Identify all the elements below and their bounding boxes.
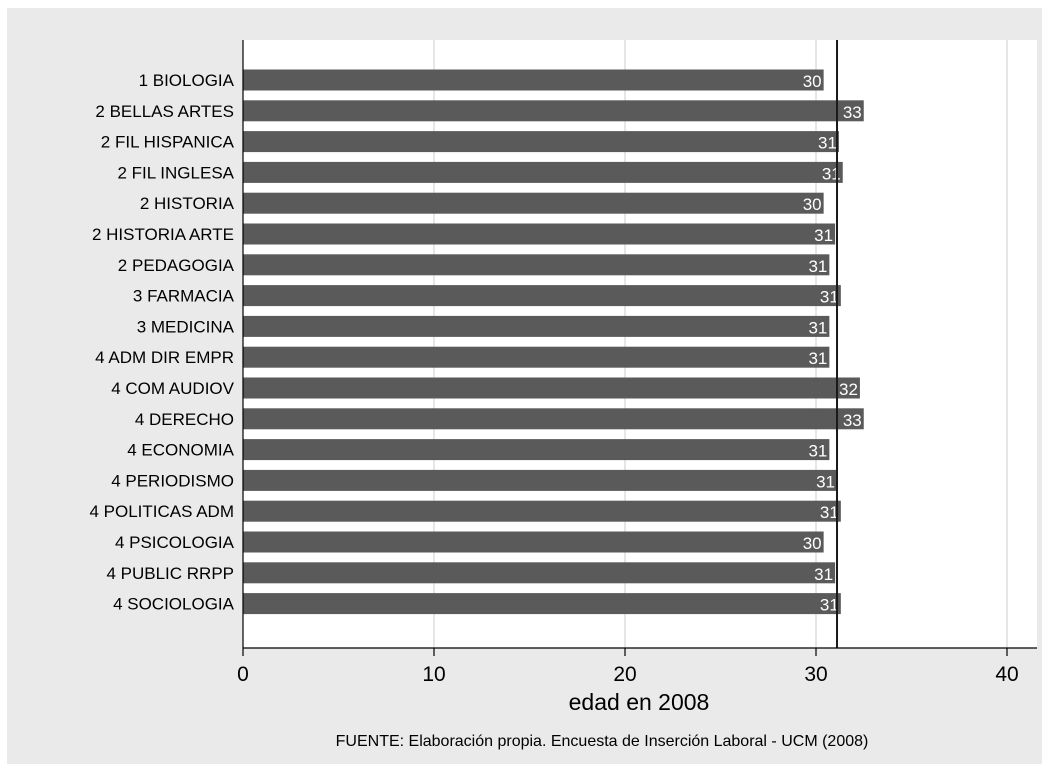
bar-value-label-13: 31 [808,442,827,461]
bar-6 [243,223,836,245]
x-tick-label-30: 30 [804,663,827,686]
bar-1 [243,69,824,91]
bar-11 [243,377,860,399]
bar-value-label-10: 31 [808,349,827,368]
bar-5 [243,192,824,214]
bar-7 [243,254,830,276]
bar-14 [243,469,838,491]
category-label-5: 2 HISTORIA [140,194,235,213]
x-tick-label-10: 10 [422,663,445,686]
bar-chart: 1 BIOLOGIA 2 BELLAS ARTES 2 FIL HISPANICA 2… [89,40,1037,750]
x-tick-label-40: 40 [995,663,1018,686]
category-label-12: 4 DERECHO [135,410,234,429]
bar-value-label-11: 32 [839,380,858,399]
bar-value-label-3: 31 [818,134,837,153]
category-label-3: 2 FIL HISPANICA [101,133,235,152]
category-label-9: 3 MEDICINA [137,317,235,336]
chart-frame: 1 BIOLOGIA 2 BELLAS ARTES 2 FIL HISPANICA 2… [7,8,1042,764]
bar-3 [243,131,839,153]
bar-13 [243,439,830,461]
x-tick-label-0: 0 [237,663,249,686]
category-label-4: 2 FIL INGLESA [117,163,234,182]
bar-18 [243,593,841,615]
category-label-1: 1 BIOLOGIA [139,71,235,90]
bar-8 [243,285,841,307]
category-label-6: 2 HISTORIA ARTE [92,225,234,244]
bar-15 [243,500,841,522]
bar-16 [243,531,824,553]
bar-value-label-8: 31 [820,288,839,307]
bar-value-label-15: 31 [820,503,839,522]
x-axis-title: edad en 2008 [569,689,710,715]
bar-value-label-2: 33 [843,103,862,122]
bar-10 [243,346,830,368]
bar-17 [243,562,836,584]
category-labels: 1 BIOLOGIA 2 BELLAS ARTES 2 FIL HISPANICA 2… [89,71,234,614]
bar-12 [243,408,864,430]
bar-value-label-5: 30 [803,195,822,214]
bar-value-label-6: 31 [814,226,833,245]
bars [243,69,864,615]
x-axis-ticks: 0 10 20 30 40 [237,648,1019,686]
bar-value-label-9: 31 [808,318,827,337]
category-label-17: 4 PUBLIC RRPP [106,564,234,583]
bar-4 [243,161,843,183]
category-label-18: 4 SOCIOLOGIA [113,595,235,614]
bar-2 [243,100,864,122]
category-label-13: 4 ECONOMIA [127,441,234,460]
source-note: FUENTE: Elaboración propia. Encuesta de … [336,733,869,750]
bar-value-label-12: 33 [843,411,862,430]
bar-value-label-7: 31 [808,257,827,276]
category-label-10: 4 ADM DIR EMPR [95,348,234,367]
bar-value-label-17: 31 [814,565,833,584]
bar-9 [243,315,830,337]
category-label-7: 2 PEDAGOGIA [118,256,235,275]
bar-value-label-18: 31 [820,596,839,615]
bar-value-label-16: 30 [803,534,822,553]
category-label-15: 4 POLITICAS ADM [89,502,234,521]
category-label-2: 2 BELLAS ARTES [95,102,234,121]
category-label-16: 4 PSICOLOGIA [115,533,235,552]
bar-value-label-4: 31 [822,164,841,183]
x-tick-label-20: 20 [613,663,636,686]
bar-value-label-1: 30 [803,72,822,91]
bar-value-label-14: 31 [816,472,835,491]
category-label-8: 3 FARMACIA [133,287,235,306]
category-label-14: 4 PERIODISMO [111,471,234,490]
category-label-11: 4 COM AUDIOV [111,379,234,398]
